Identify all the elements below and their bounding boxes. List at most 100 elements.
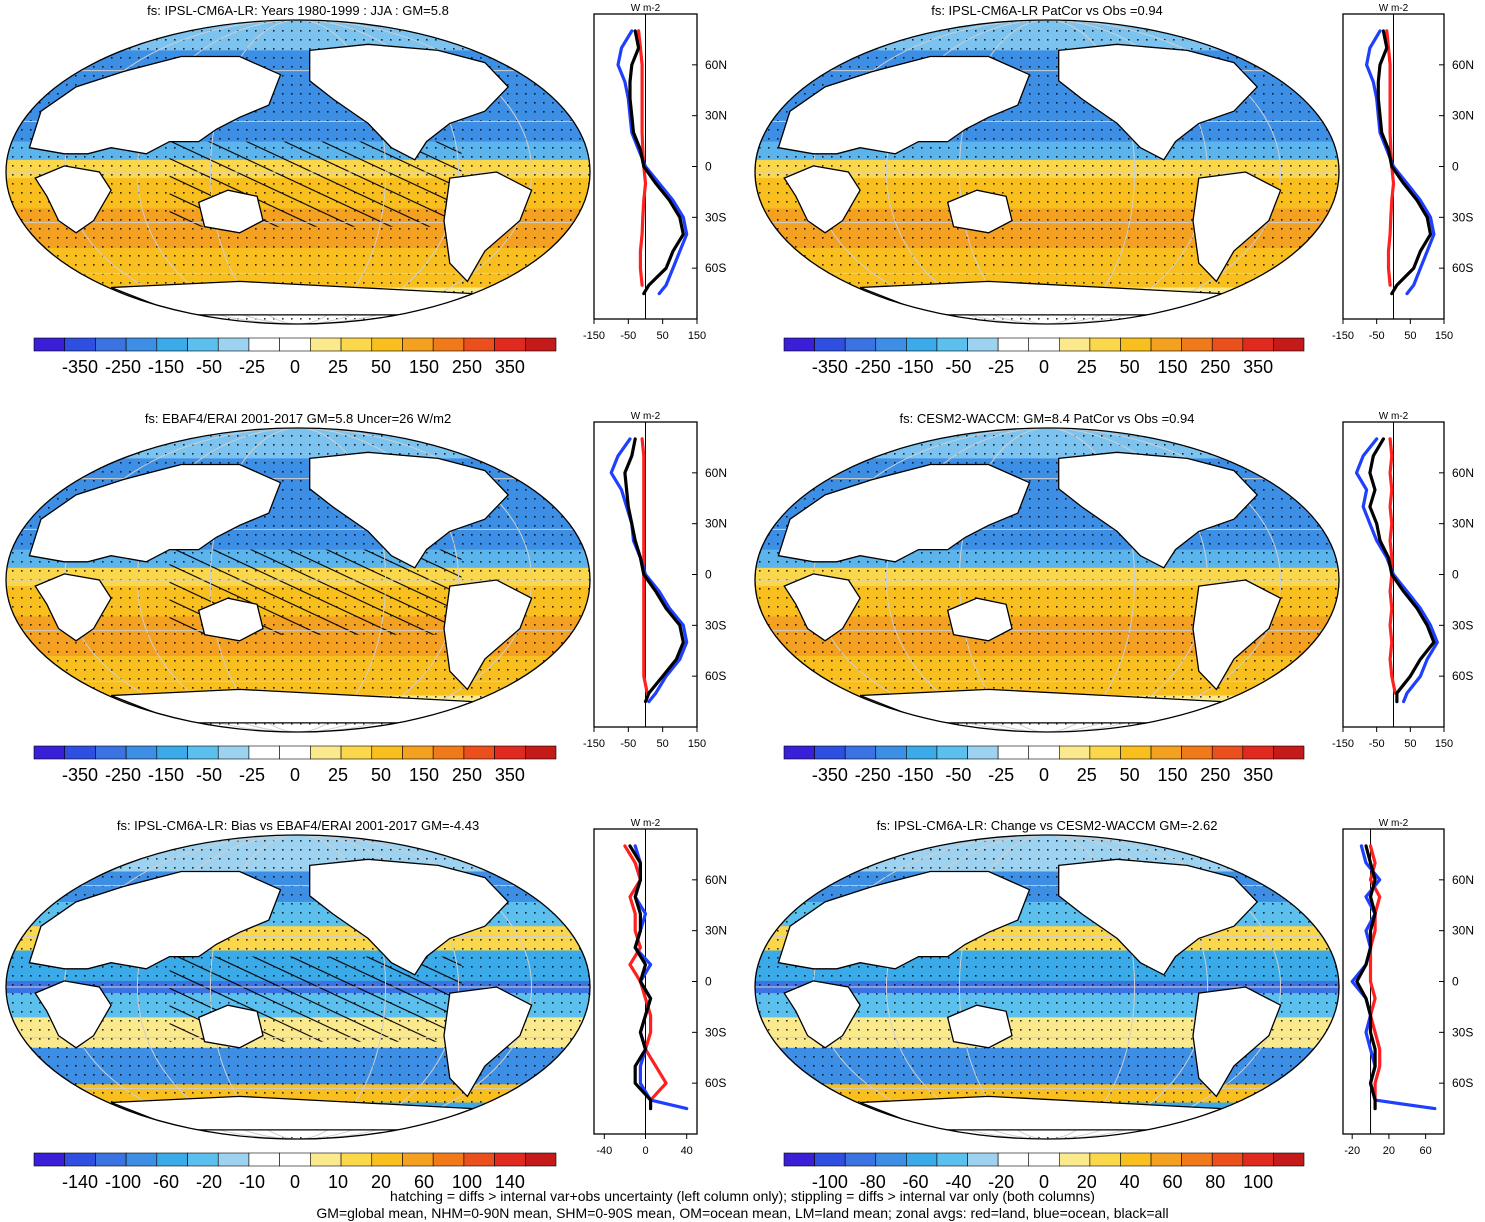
zonal-y-tick-label: 30N (1452, 924, 1474, 938)
colorbar-swatch (279, 337, 311, 352)
colorbar-tick-label: 25 (1077, 765, 1097, 785)
grid-meridian (136, 20, 460, 324)
zonal-y-tick-label: 30S (1452, 618, 1473, 632)
colorbar-swatch (248, 337, 280, 352)
zonal-x-tick-label: -150 (1332, 738, 1354, 750)
map-outline (5, 427, 591, 733)
zonal-y-tick-label: 0 (705, 568, 712, 582)
colorbar-tick-label: 25 (328, 357, 348, 377)
colorbar-swatch (997, 745, 1030, 760)
colorbar-swatch (187, 745, 219, 760)
zonal-x-tick-label: 40 (681, 1145, 693, 1157)
colorbar-swatch (524, 1152, 557, 1167)
colorbar-6: -100 -80 -60 -40 -20 0 20 40 60 80 100 (783, 1152, 1305, 1190)
colorbar-3: -350 -250 -150 -50 -25 0 25 50 150 250 350 (33, 745, 557, 785)
zonal-unit-label: W m-2 (1379, 411, 1409, 422)
colorbar-swatch (156, 337, 188, 352)
colorbar-tick-label: 80 (1205, 1172, 1225, 1190)
colorbar-swatch (1120, 1152, 1152, 1167)
zonal-y-tick-label: 30N (1452, 517, 1474, 531)
continent (28, 463, 282, 563)
colorbar-tick-label: -350 (62, 765, 98, 785)
grid-meridian (885, 20, 1209, 324)
continent (946, 1004, 1013, 1049)
colorbar-swatch (1181, 1152, 1213, 1167)
zonal-x-tick-label: 150 (688, 738, 706, 750)
colorbar-swatch (1089, 1152, 1121, 1167)
colorbar-swatch (1211, 337, 1244, 352)
colorbar-swatch (371, 337, 403, 352)
colorbar-swatch (814, 337, 846, 352)
zonal-y-tick-label: 60S (705, 1076, 726, 1090)
colorbar-swatch (814, 1152, 846, 1167)
colorbar-swatch (1273, 745, 1305, 760)
colorbar-tick-label: 0 (290, 1172, 300, 1190)
colorbar-swatch (310, 1152, 342, 1167)
zonal-line-ocean (1364, 29, 1436, 296)
colorbar-swatch (95, 1152, 127, 1167)
colorbar-swatch (783, 337, 815, 352)
continent (197, 189, 264, 234)
zonal-line-land (623, 844, 668, 1102)
colorbar-swatch (125, 1152, 158, 1167)
colorbar-swatch (936, 337, 968, 352)
colorbar-swatch (310, 337, 342, 352)
zonal-line-ocean (1350, 844, 1437, 1111)
colorbar-swatch (33, 337, 66, 352)
colorbar-tick-label: -50 (196, 765, 222, 785)
continent (309, 451, 510, 569)
colorbar-2: -350 -250 -150 -50 -25 0 25 50 150 250 350 (783, 337, 1305, 377)
colorbar-tick-label: -140 (62, 1172, 98, 1190)
map-outline (5, 834, 591, 1140)
colorbar-swatch (494, 1152, 526, 1167)
zonal-panel-6: W m-2 -20 20 60 60N 30N 0 30S 60S (1342, 818, 1474, 1157)
colorbar-tick-label: 25 (1077, 357, 1097, 377)
colorbar-swatch (1120, 745, 1152, 760)
continent (1192, 579, 1282, 691)
zonal-x-tick-label: 0 (642, 1145, 648, 1157)
colorbar-tick-label: 20 (1077, 1172, 1097, 1190)
colorbar-tick-label: -150 (898, 357, 934, 377)
zonal-y-tick-label: 0 (705, 975, 712, 989)
colorbar-tick-label: 0 (290, 357, 300, 377)
zonal-y-tick-label: 30N (705, 924, 727, 938)
colorbar-swatch (432, 1152, 465, 1167)
zonal-unit-label: W m-2 (1379, 818, 1409, 829)
colorbar-swatch (997, 337, 1030, 352)
continent (1192, 171, 1282, 283)
grid-meridian (958, 835, 1136, 1139)
colorbar-swatch (95, 745, 127, 760)
zonal-line-ocean (1354, 437, 1439, 704)
colorbar-swatch (524, 337, 557, 352)
colorbar-swatch (248, 1152, 280, 1167)
colorbar-swatch (1211, 1152, 1244, 1167)
colorbar-swatch (187, 337, 219, 352)
colorbar-tick-label: 0 (290, 765, 300, 785)
colorbar-tick-label: 250 (1200, 765, 1230, 785)
colorbar-swatch (463, 1152, 495, 1167)
colorbar-tick-label: -80 (860, 1172, 886, 1190)
continent (1256, 846, 1306, 879)
map-3 (5, 427, 591, 733)
zonal-line-all (1368, 437, 1436, 704)
zonal-panel-1: W m-2 -150 -50 50 150 60N 30N 0 30S 60S (583, 3, 727, 342)
grid-meridian (136, 835, 460, 1139)
zonal-y-tick-label: 60N (705, 466, 727, 480)
zonal-x-tick-label: -150 (1332, 330, 1354, 342)
colorbar-tick-label: -250 (105, 765, 141, 785)
colorbar-swatch (494, 745, 526, 760)
continent (777, 870, 1031, 970)
colorbar-tick-label: -250 (855, 765, 891, 785)
continent (443, 171, 533, 283)
zonal-x-tick-label: -50 (1369, 738, 1385, 750)
colorbar-tick-label: 50 (1120, 357, 1140, 377)
colorbar-swatch (217, 337, 250, 352)
colorbar-swatch (95, 337, 127, 352)
continent (197, 1004, 264, 1049)
colorbar-swatch (1150, 1152, 1182, 1167)
zonal-unit-label: W m-2 (631, 411, 661, 422)
colorbar-tick-label: -50 (945, 765, 971, 785)
map-outline (5, 19, 591, 325)
colorbar-swatch (783, 1152, 815, 1167)
colorbar-tick-label: 150 (409, 357, 439, 377)
